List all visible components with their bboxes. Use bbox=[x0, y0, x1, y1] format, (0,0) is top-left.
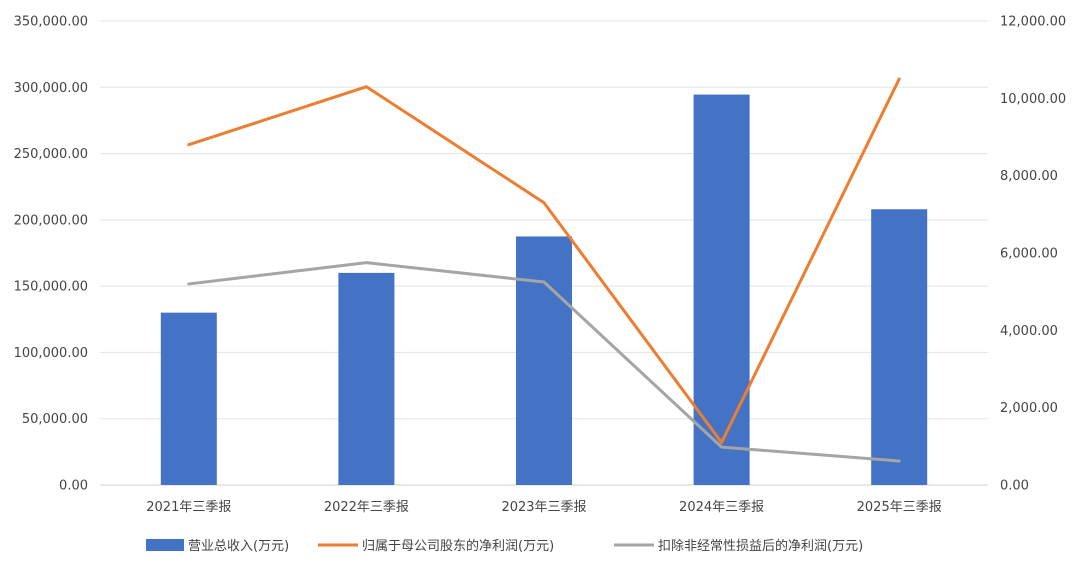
right-axis-tick-label: 0.00 bbox=[1000, 479, 1029, 494]
bar-revenue bbox=[160, 312, 217, 485]
bar-revenue bbox=[693, 94, 750, 485]
legend-label: 扣除非经常性损益后的净利润(万元) bbox=[658, 538, 863, 554]
left-axis-tick-label: 100,000.00 bbox=[14, 346, 88, 361]
legend-label: 归属于母公司股东的净利润(万元) bbox=[362, 538, 554, 554]
line-net-profit bbox=[187, 77, 901, 444]
left-axis-tick-label: 250,000.00 bbox=[14, 147, 88, 162]
right-axis-tick-label: 12,000.00 bbox=[1000, 15, 1066, 30]
left-axis-tick-label: 350,000.00 bbox=[14, 15, 88, 30]
right-axis-tick-labels: 0.00 2,000.00 4,000.00 6,000.00 8,000.00 10,0… bbox=[1000, 15, 1066, 494]
category-label: 2024年三季报 bbox=[679, 500, 764, 515]
left-axis-tick-label: 50,000.00 bbox=[22, 412, 88, 427]
right-axis-tick-label: 4,000.00 bbox=[1000, 324, 1058, 339]
left-axis-tick-label: 0.00 bbox=[59, 479, 88, 494]
left-axis-tick-labels: 0.00 50,000.00 100,000.00 150,000.00 200,000… bbox=[14, 15, 88, 494]
line-series bbox=[187, 77, 901, 463]
right-axis-tick-label: 2,000.00 bbox=[1000, 401, 1058, 416]
legend: 营业总收入(万元) 归属于母公司股东的净利润(万元) 扣除非经常性损益后的净利润(万… bbox=[146, 538, 863, 554]
category-label: 2021年三季报 bbox=[146, 500, 231, 515]
right-axis-tick-label: 6,000.00 bbox=[1000, 247, 1058, 262]
category-label: 2022年三季报 bbox=[324, 500, 409, 515]
legend-label: 营业总收入(万元) bbox=[188, 539, 289, 554]
right-axis-tick-label: 10,000.00 bbox=[1000, 92, 1066, 107]
right-axis-tick-label: 8,000.00 bbox=[1000, 169, 1058, 184]
bar-revenue bbox=[338, 272, 395, 485]
bar-revenue bbox=[516, 236, 572, 485]
category-label: 2025年三季报 bbox=[857, 500, 942, 515]
bar-series bbox=[160, 94, 928, 485]
left-axis-tick-label: 150,000.00 bbox=[14, 280, 88, 295]
category-axis-labels: 2021年三季报 2022年三季报 2023年三季报 2024年三季报 2025年三季报 bbox=[146, 500, 941, 515]
bar-revenue bbox=[871, 209, 928, 485]
left-axis-tick-label: 300,000.00 bbox=[14, 81, 88, 96]
left-axis-tick-label: 200,000.00 bbox=[14, 213, 88, 228]
category-label: 2023年三季报 bbox=[501, 500, 586, 515]
line-deducted-net-profit bbox=[187, 261, 901, 463]
legend-swatch-revenue bbox=[146, 539, 184, 551]
